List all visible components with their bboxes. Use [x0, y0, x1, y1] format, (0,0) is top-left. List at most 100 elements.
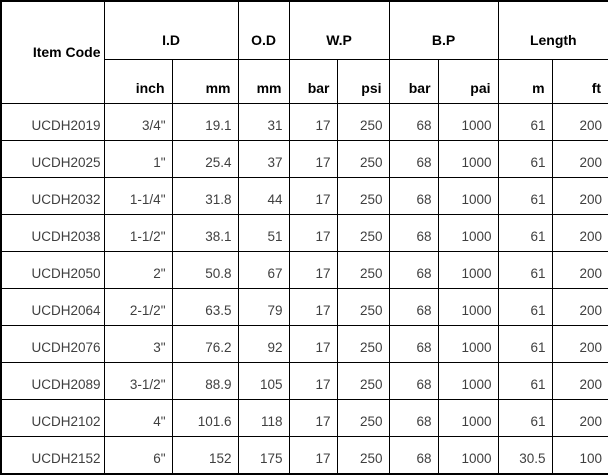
- cell-od-mm: 67: [237, 251, 290, 289]
- cell-length-m: 61: [497, 214, 553, 252]
- cell-id-inch: 3-1/2": [103, 362, 173, 400]
- cell-od-mm: 31: [237, 103, 290, 141]
- cell-bp-pai: 1000: [437, 140, 499, 178]
- cell-wp-bar: 17: [288, 103, 338, 141]
- cell-length-ft: 200: [551, 399, 608, 437]
- cell-bp-bar: 68: [388, 214, 439, 252]
- cell-item-code: UCDH2025: [0, 140, 105, 178]
- table-row: UCDH2038 1-1/2" 38.1 51 17 250 68 1000 61 200: [0, 214, 608, 252]
- cell-length-m: 61: [497, 325, 553, 363]
- cell-length-ft: 200: [551, 177, 608, 215]
- header-group-wp: W.P: [288, 0, 390, 60]
- cell-id-inch: 1-1/4": [103, 177, 173, 215]
- cell-od-mm: 44: [237, 177, 290, 215]
- cell-id-mm: 38.1: [171, 214, 239, 252]
- cell-length-ft: 200: [551, 103, 608, 141]
- cell-wp-psi: 250: [336, 288, 390, 326]
- header-unit-length-ft: ft: [551, 59, 608, 104]
- cell-item-code: UCDH2019: [0, 103, 105, 141]
- cell-id-mm: 19.1: [171, 103, 239, 141]
- cell-length-m: 61: [497, 251, 553, 289]
- cell-bp-bar: 68: [388, 103, 439, 141]
- table-row: UCDH2076 3" 76.2 92 17 250 68 1000 61 200: [0, 325, 608, 363]
- header-item-code: Item Code: [0, 0, 105, 104]
- cell-wp-psi: 250: [336, 325, 390, 363]
- header-unit-row: inch mm mm bar psi bar pai m ft: [1, 59, 608, 104]
- cell-id-inch: 1": [103, 140, 173, 178]
- cell-wp-bar: 17: [288, 436, 338, 474]
- cell-id-mm: 76.2: [171, 325, 239, 363]
- header-group-row: Item Code I.D O.D W.P B.P Length: [0, 0, 608, 104]
- header-group-od: O.D: [237, 0, 290, 60]
- cell-wp-psi: 250: [336, 251, 390, 289]
- cell-length-m: 61: [497, 140, 553, 178]
- header-unit-id-inch: inch: [103, 59, 173, 104]
- header-unit-id-mm: mm: [171, 59, 239, 104]
- header-unit-od-mm: mm: [237, 59, 290, 104]
- cell-bp-pai: 1000: [437, 103, 499, 141]
- cell-id-inch: 6": [103, 436, 173, 474]
- cell-length-ft: 200: [551, 325, 608, 363]
- cell-item-code: UCDH2038: [0, 214, 105, 252]
- table-row: UCDH2089 3-1/2" 88.9 105 17 250 68 1000 61 200: [0, 362, 608, 400]
- cell-bp-bar: 68: [388, 251, 439, 289]
- cell-bp-bar: 68: [388, 140, 439, 178]
- cell-od-mm: 175: [237, 436, 290, 474]
- cell-id-mm: 50.8: [171, 251, 239, 289]
- cell-id-mm: 152: [171, 436, 239, 474]
- cell-od-mm: 118: [237, 399, 290, 437]
- cell-wp-bar: 17: [288, 177, 338, 215]
- cell-item-code: UCDH2064: [0, 288, 105, 326]
- cell-bp-pai: 1000: [437, 399, 499, 437]
- cell-length-m: 61: [497, 362, 553, 400]
- cell-wp-psi: 250: [336, 177, 390, 215]
- cell-id-mm: 88.9: [171, 362, 239, 400]
- cell-od-mm: 105: [237, 362, 290, 400]
- cell-item-code: UCDH2102: [0, 399, 105, 437]
- table-row: UCDH2025 1" 25.4 37 17 250 68 1000 61 200: [0, 140, 608, 178]
- cell-bp-pai: 1000: [437, 436, 499, 474]
- cell-wp-bar: 17: [288, 140, 338, 178]
- cell-od-mm: 92: [237, 325, 290, 363]
- cell-od-mm: 37: [237, 140, 290, 178]
- table-header: Item Code I.D O.D W.P B.P Length inch mm…: [0, 0, 608, 104]
- cell-wp-bar: 17: [288, 362, 338, 400]
- cell-length-ft: 200: [551, 140, 608, 178]
- cell-length-m: 30.5: [497, 436, 553, 474]
- cell-od-mm: 51: [237, 214, 290, 252]
- cell-bp-bar: 68: [388, 399, 439, 437]
- cell-length-m: 61: [497, 177, 553, 215]
- cell-wp-bar: 17: [288, 214, 338, 252]
- table-row: UCDH2050 2" 50.8 67 17 250 68 1000 61 200: [0, 251, 608, 289]
- cell-id-inch: 3/4": [103, 103, 173, 141]
- header-unit-bp-bar: bar: [388, 59, 439, 104]
- header-unit-wp-bar: bar: [288, 59, 338, 104]
- cell-wp-bar: 17: [288, 288, 338, 326]
- cell-bp-pai: 1000: [437, 288, 499, 326]
- cell-od-mm: 79: [237, 288, 290, 326]
- cell-item-code: UCDH2050: [0, 251, 105, 289]
- cell-wp-bar: 17: [288, 251, 338, 289]
- cell-bp-pai: 1000: [437, 362, 499, 400]
- cell-item-code: UCDH2076: [0, 325, 105, 363]
- cell-bp-pai: 1000: [437, 214, 499, 252]
- cell-length-m: 61: [497, 399, 553, 437]
- cell-wp-psi: 250: [336, 362, 390, 400]
- cell-wp-bar: 17: [288, 325, 338, 363]
- cell-wp-psi: 250: [336, 140, 390, 178]
- cell-bp-bar: 68: [388, 436, 439, 474]
- header-unit-wp-psi: psi: [336, 59, 390, 104]
- cell-id-inch: 3": [103, 325, 173, 363]
- cell-wp-bar: 17: [288, 399, 338, 437]
- cell-wp-psi: 250: [336, 436, 390, 474]
- cell-bp-bar: 68: [388, 362, 439, 400]
- cell-bp-pai: 1000: [437, 177, 499, 215]
- cell-item-code: UCDH2152: [0, 436, 105, 474]
- cell-wp-psi: 250: [336, 399, 390, 437]
- cell-bp-pai: 1000: [437, 325, 499, 363]
- cell-length-m: 61: [497, 103, 553, 141]
- header-group-id: I.D: [103, 0, 239, 60]
- cell-length-ft: 100: [551, 436, 608, 474]
